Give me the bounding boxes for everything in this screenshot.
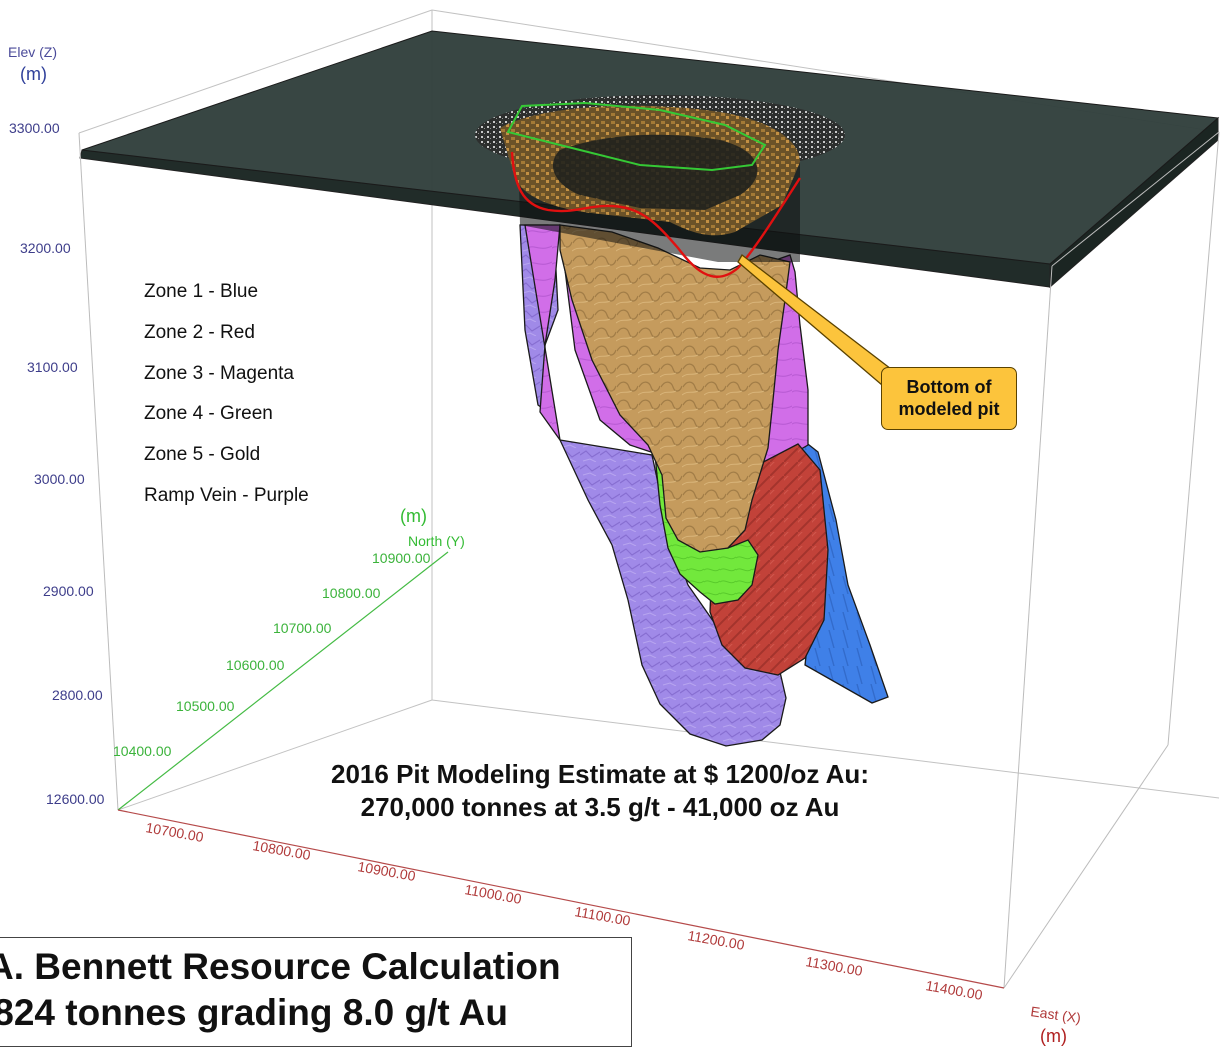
- z-axis-unit: (m): [20, 64, 47, 84]
- y-axis-title: North (Y): [408, 533, 465, 549]
- z-tick-label: 12600.00: [46, 791, 105, 807]
- x-axis-unit: (m): [1040, 1026, 1067, 1046]
- legend-item-zone-3: Zone 3 - Magenta: [144, 362, 294, 384]
- y-tick-label: 10400.00: [113, 743, 172, 759]
- zone-5-gold-body: [559, 224, 791, 553]
- z-tick-label: 3000.00: [34, 471, 85, 487]
- z-tick-label: 3100.00: [27, 359, 78, 375]
- legend-item-ramp-vein: Ramp Vein - Purple: [144, 484, 309, 506]
- x-tick-label: 10900.00: [356, 858, 416, 884]
- pit-rim-outline: [506, 101, 767, 172]
- x-axis-line: [117, 809, 1005, 989]
- estimate-line-1: 2016 Pit Modeling Estimate at $ 1200/oz …: [331, 759, 869, 789]
- callout-line-2: modeled pit: [898, 399, 1000, 419]
- x-tick-label: 11400.00: [924, 977, 983, 1003]
- y-tick-label: 10500.00: [176, 698, 235, 714]
- pit-estimate-text: 2016 Pit Modeling Estimate at $ 1200/oz …: [240, 758, 960, 824]
- bounding-box-front: [78, 131, 1220, 989]
- x-tick-label: 10700.00: [144, 819, 204, 845]
- x-tick-label: 11000.00: [463, 881, 522, 907]
- legend-item-zone-2: Zone 2 - Red: [144, 321, 255, 343]
- z-tick-label: 3200.00: [20, 240, 71, 256]
- z-tick-label: 3300.00: [9, 120, 60, 136]
- bennett-line-2: ,824 tonnes grading 8.0 g/t Au: [0, 992, 508, 1033]
- zone-legend: Zone 1 - Blue Zone 2 - Red Zone 3 - Mage…: [144, 278, 404, 523]
- x-tick-label: 11100.00: [573, 903, 631, 929]
- bottom-of-pit-callout: Bottom of modeled pit: [881, 367, 1017, 430]
- x-tick-label: 11200.00: [686, 927, 745, 953]
- legend-item-zone-5: Zone 5 - Gold: [144, 444, 261, 466]
- z-tick-label: 2900.00: [43, 583, 94, 599]
- legend-item-zone-4: Zone 4 - Green: [144, 403, 273, 425]
- ore-zones: [519, 224, 889, 747]
- y-tick-label: 10800.00: [322, 585, 381, 601]
- z-axis: Elev (Z) (m) 3300.00 3200.00 3100.00 300…: [8, 44, 105, 807]
- bennett-resource-box: A. Bennett Resource Calculation ,824 ton…: [0, 937, 632, 1047]
- y-tick-label: 10700.00: [273, 620, 332, 636]
- pit-floor: [552, 134, 758, 210]
- y-axis-labels: (m) North (Y) 10900.00 10800.00 10700.00…: [113, 506, 465, 759]
- y-tick-label: 10900.00: [372, 550, 431, 566]
- callout-line-1: Bottom of: [906, 377, 992, 397]
- legend-item-zone-1: Zone 1 - Blue: [144, 281, 259, 302]
- y-axis-line: [117, 551, 449, 811]
- x-tick-label: 11300.00: [804, 953, 863, 979]
- x-tick-label: 10800.00: [251, 837, 311, 863]
- estimate-line-2: 270,000 tonnes at 3.5 g/t - 41,000 oz Au: [360, 792, 840, 822]
- y-tick-label: 10600.00: [226, 657, 285, 673]
- z-axis-title: Elev (Z): [8, 44, 57, 60]
- bennett-line-1: A. Bennett Resource Calculation: [0, 946, 561, 987]
- pit-bottom-outline: [510, 151, 802, 278]
- y-axis-unit: (m): [400, 506, 427, 526]
- open-pit: [475, 95, 845, 278]
- z-tick-label: 2800.00: [52, 687, 103, 703]
- x-axis-title: East (X): [1030, 1003, 1082, 1026]
